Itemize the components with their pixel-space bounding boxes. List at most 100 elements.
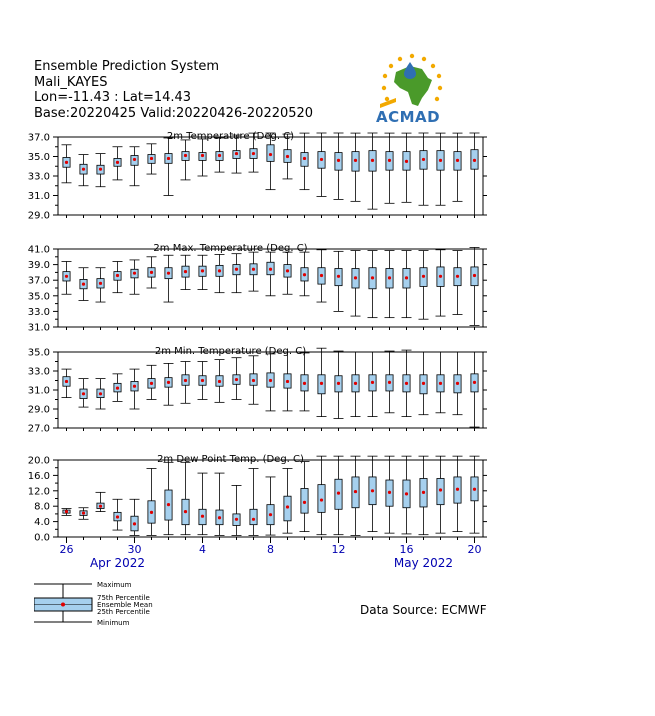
box-day-8	[180, 361, 191, 404]
x-tick-label: 26	[60, 543, 74, 556]
mean-marker	[217, 269, 222, 273]
y-tick-label: 37.0	[28, 276, 50, 287]
box-day-9	[197, 472, 208, 536]
mean-marker	[132, 384, 137, 388]
mean-marker	[217, 379, 222, 384]
box-day-13	[265, 353, 276, 412]
box-day-2	[78, 507, 89, 520]
box-day-4	[112, 146, 123, 181]
box-day-25	[469, 132, 480, 216]
mean-marker	[81, 282, 86, 286]
box-day-9	[197, 361, 208, 400]
mean-marker	[98, 167, 103, 171]
box-day-23	[435, 132, 446, 206]
mean-marker	[438, 274, 443, 278]
box-day-14	[282, 251, 293, 295]
mean-marker	[115, 515, 120, 519]
box-day-17	[333, 455, 344, 536]
box-day-3	[95, 267, 106, 303]
x-tick-label: 16	[400, 543, 414, 556]
header-system: Ensemble Prediction System	[34, 59, 220, 74]
box-day-16	[316, 347, 327, 418]
mean-marker	[149, 156, 154, 161]
mean-marker	[200, 153, 205, 158]
chart-title: 2m Dew Point Temp. (Deg. C)	[157, 454, 304, 465]
mean-marker	[149, 381, 154, 385]
box-day-8	[180, 139, 191, 181]
mean-marker	[472, 273, 477, 278]
box-day-3	[95, 378, 106, 410]
box-day-11	[231, 485, 242, 536]
mean-marker	[132, 271, 137, 275]
box-day-1	[61, 144, 72, 184]
box-day-5	[129, 368, 140, 410]
header-coordinates: Lon=-11.43 : Lat=14.43	[34, 90, 192, 105]
mean-marker	[455, 381, 460, 385]
box-day-24	[452, 455, 463, 533]
box-day-7	[163, 254, 174, 303]
mean-marker	[336, 158, 341, 162]
mean-marker	[149, 270, 154, 274]
mean-marker	[251, 517, 256, 521]
mean-marker	[285, 269, 290, 273]
box-day-18	[350, 455, 361, 536]
chart-title: 2m Max. Temperature (Deg. C)	[153, 243, 307, 254]
mean-marker	[370, 276, 375, 280]
mean-marker	[285, 505, 290, 509]
mean-marker	[319, 273, 324, 278]
mean-marker	[234, 151, 239, 156]
box-day-18	[350, 132, 361, 202]
box-day-23	[435, 455, 446, 534]
mean-marker	[183, 509, 188, 514]
box-day-10	[214, 137, 225, 173]
box-day-1	[61, 368, 72, 399]
mean-marker	[183, 153, 188, 158]
box-day-8	[180, 254, 191, 290]
box-day-3	[95, 491, 106, 512]
legend-p75: 75th Percentile	[97, 594, 150, 602]
mean-marker	[98, 281, 103, 285]
chart-title: 2m Min. Temperature (Deg. C)	[155, 346, 306, 357]
box-day-24	[452, 132, 463, 202]
box-day-5	[129, 146, 140, 187]
y-tick-label: 35.0	[28, 152, 50, 163]
month-label: Apr 2022	[90, 556, 145, 570]
box-day-22	[418, 351, 429, 416]
box-day-17	[333, 350, 344, 419]
mean-marker	[319, 157, 324, 162]
box-day-13	[265, 476, 276, 536]
mean-marker	[268, 267, 273, 271]
box-day-22	[418, 455, 429, 536]
box-day-12	[248, 468, 259, 536]
mean-marker	[370, 158, 375, 162]
box-day-15	[299, 461, 310, 533]
mean-marker	[302, 500, 307, 504]
box-day-6	[146, 143, 157, 175]
mean-marker	[217, 516, 222, 520]
x-tick-label: 8	[267, 543, 274, 556]
mean-marker	[438, 158, 443, 162]
mean-marker	[234, 517, 239, 521]
mean-marker	[115, 273, 120, 278]
box-day-4	[112, 498, 123, 531]
mean-marker	[353, 158, 358, 162]
box-day-11	[231, 253, 242, 294]
mean-marker	[421, 274, 426, 278]
box-day-12	[248, 251, 259, 292]
mean-marker	[81, 511, 86, 515]
box-day-8	[180, 461, 191, 536]
y-tick-label: 31.0	[28, 191, 50, 202]
box-day-20	[384, 132, 395, 204]
mean-marker	[387, 380, 392, 384]
mean-marker	[353, 381, 358, 385]
mean-marker	[370, 380, 375, 384]
box-day-19	[367, 250, 378, 319]
chart-title: 2m Temperature (Deg. C)	[167, 131, 294, 142]
y-tick-label: 33.0	[28, 367, 50, 378]
mean-marker	[302, 381, 307, 385]
header-block: Ensemble Prediction System Mali_KAYES Lo…	[34, 59, 313, 121]
y-tick-label: 31.0	[28, 323, 50, 334]
mean-marker	[81, 392, 86, 396]
mean-marker	[472, 487, 477, 491]
